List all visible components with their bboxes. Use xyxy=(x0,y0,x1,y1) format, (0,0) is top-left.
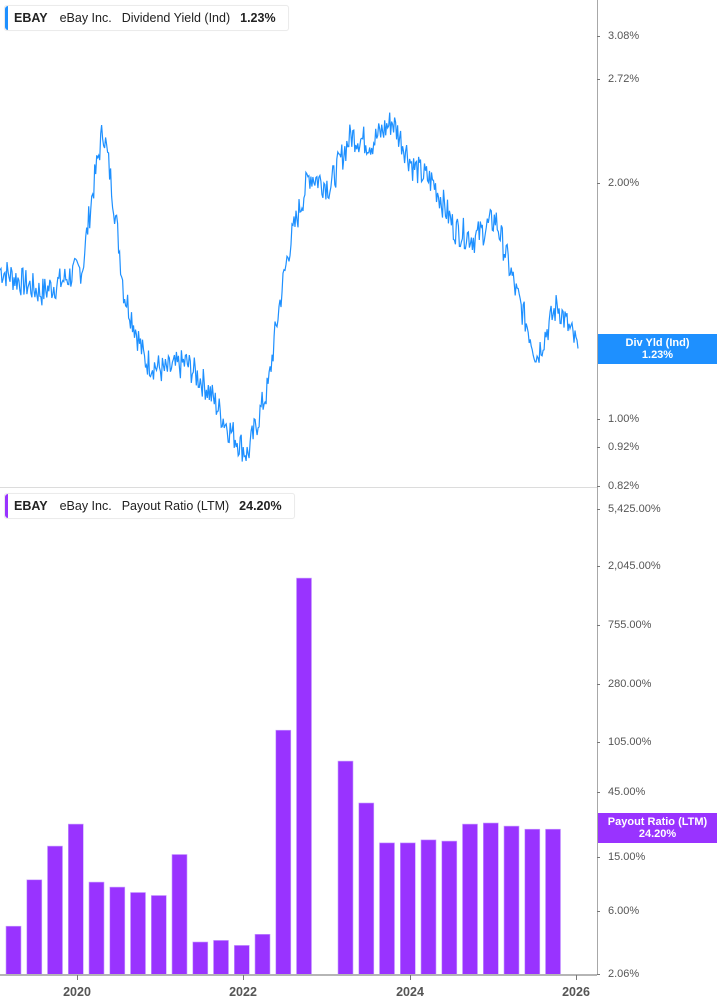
div-yield-badge: Div Yld (Ind) 1.23% xyxy=(598,334,717,364)
dividend-yield-line-plot xyxy=(0,112,579,462)
x-tick-label: 2020 xyxy=(63,985,91,999)
payout-ratio-bar[interactable] xyxy=(47,845,63,976)
payout-ratio-bar[interactable] xyxy=(399,842,416,976)
payout-ratio-bar[interactable] xyxy=(441,840,458,976)
payout-ratio-bar[interactable] xyxy=(545,828,561,976)
y-tick-label: 5,425.00% xyxy=(597,503,661,515)
badge-value: 24.20% xyxy=(638,828,677,840)
panel-separator xyxy=(0,487,597,488)
legend-metric: Payout Ratio (LTM) xyxy=(121,499,230,513)
y-tick-label: 0.92% xyxy=(597,441,639,453)
payout-ratio-badge: Payout Ratio (LTM) 24.20% xyxy=(598,813,717,843)
y-tick-label: 280.00% xyxy=(597,678,651,690)
dividend-yield-line xyxy=(0,112,579,462)
x-tick-mark xyxy=(243,975,244,980)
payout-ratio-bar[interactable] xyxy=(296,577,312,976)
payout-ratio-bar[interactable] xyxy=(275,729,292,976)
legend-company: eBay Inc. xyxy=(59,499,112,513)
y-tick-label: 6.00% xyxy=(597,905,639,917)
legend-color-bar xyxy=(5,6,8,30)
payout-ratio-bar[interactable] xyxy=(151,895,167,976)
legend-color-bar xyxy=(5,494,8,518)
payout-ratio-bar[interactable] xyxy=(420,839,437,976)
y-tick-label: 755.00% xyxy=(597,619,651,631)
payout-ratio-bar[interactable] xyxy=(171,854,188,976)
x-tick-label: 2024 xyxy=(396,985,424,999)
payout-ratio-bar[interactable] xyxy=(68,823,84,976)
payout-ratio-bar[interactable] xyxy=(26,879,43,976)
x-tick-mark xyxy=(576,975,577,980)
y-tick-label: 15.00% xyxy=(597,851,645,863)
payout-ratio-bar[interactable] xyxy=(462,823,478,976)
x-tick-mark xyxy=(410,975,411,980)
payout-ratio-bar[interactable] xyxy=(337,760,354,976)
badge-value: 1.23% xyxy=(641,349,674,361)
payout-ratio-bar[interactable] xyxy=(503,825,520,976)
y-tick-label: 0.82% xyxy=(597,480,639,492)
y-tick-label: 2.72% xyxy=(597,73,639,85)
payout-ratio-bar[interactable] xyxy=(524,828,541,976)
badge-label: Payout Ratio (LTM) xyxy=(607,816,708,828)
legend-value: 24.20% xyxy=(239,499,282,513)
legend-metric: Dividend Yield (Ind) xyxy=(121,11,231,25)
payout-ratio-bar-plot xyxy=(5,577,561,976)
y-tick-label: 2.00% xyxy=(597,177,639,189)
y-tick-label: 45.00% xyxy=(597,786,645,798)
legend-ticker: EBAY xyxy=(14,499,48,513)
payout-ratio-bar[interactable] xyxy=(254,933,271,976)
x-axis-line xyxy=(0,974,597,976)
y-tick-label: 1.00% xyxy=(597,413,639,425)
x-tick-label: 2022 xyxy=(229,985,257,999)
y-tick-label: 3.08% xyxy=(597,30,639,42)
payout-ratio-bar[interactable] xyxy=(379,842,395,976)
payout-ratio-bar[interactable] xyxy=(358,802,375,976)
y-tick-label: 105.00% xyxy=(597,736,651,748)
x-tick-mark xyxy=(77,975,78,980)
payout-ratio-panel: EBAY eBay Inc. Payout Ratio (LTM) 24.20% xyxy=(0,488,597,975)
payout-ratio-bar[interactable] xyxy=(88,881,105,976)
dividend-yield-panel: EBAY eBay Inc. Dividend Yield (Ind) 1.23… xyxy=(0,0,597,487)
payout-ratio-bar[interactable] xyxy=(482,822,499,976)
x-tick-label: 2026 xyxy=(562,985,590,999)
y-tick-label: 2,045.00% xyxy=(597,560,661,572)
payout-ratio-bar[interactable] xyxy=(234,945,250,976)
payout-ratio-bar[interactable] xyxy=(109,886,126,976)
dividend-yield-legend[interactable]: EBAY eBay Inc. Dividend Yield (Ind) 1.23… xyxy=(4,5,289,31)
payout-ratio-bar[interactable] xyxy=(213,940,229,976)
payout-ratio-bar[interactable] xyxy=(130,892,146,976)
payout-ratio-bar[interactable] xyxy=(192,941,209,976)
legend-company: eBay Inc. xyxy=(59,11,112,25)
badge-label: Div Yld (Ind) xyxy=(625,337,690,349)
legend-value: 1.23% xyxy=(240,11,276,25)
payout-ratio-legend[interactable]: EBAY eBay Inc. Payout Ratio (LTM) 24.20% xyxy=(4,493,295,519)
legend-ticker: EBAY xyxy=(14,11,48,25)
y-tick-label: 2.06% xyxy=(597,968,639,980)
payout-ratio-bar[interactable] xyxy=(5,925,22,976)
